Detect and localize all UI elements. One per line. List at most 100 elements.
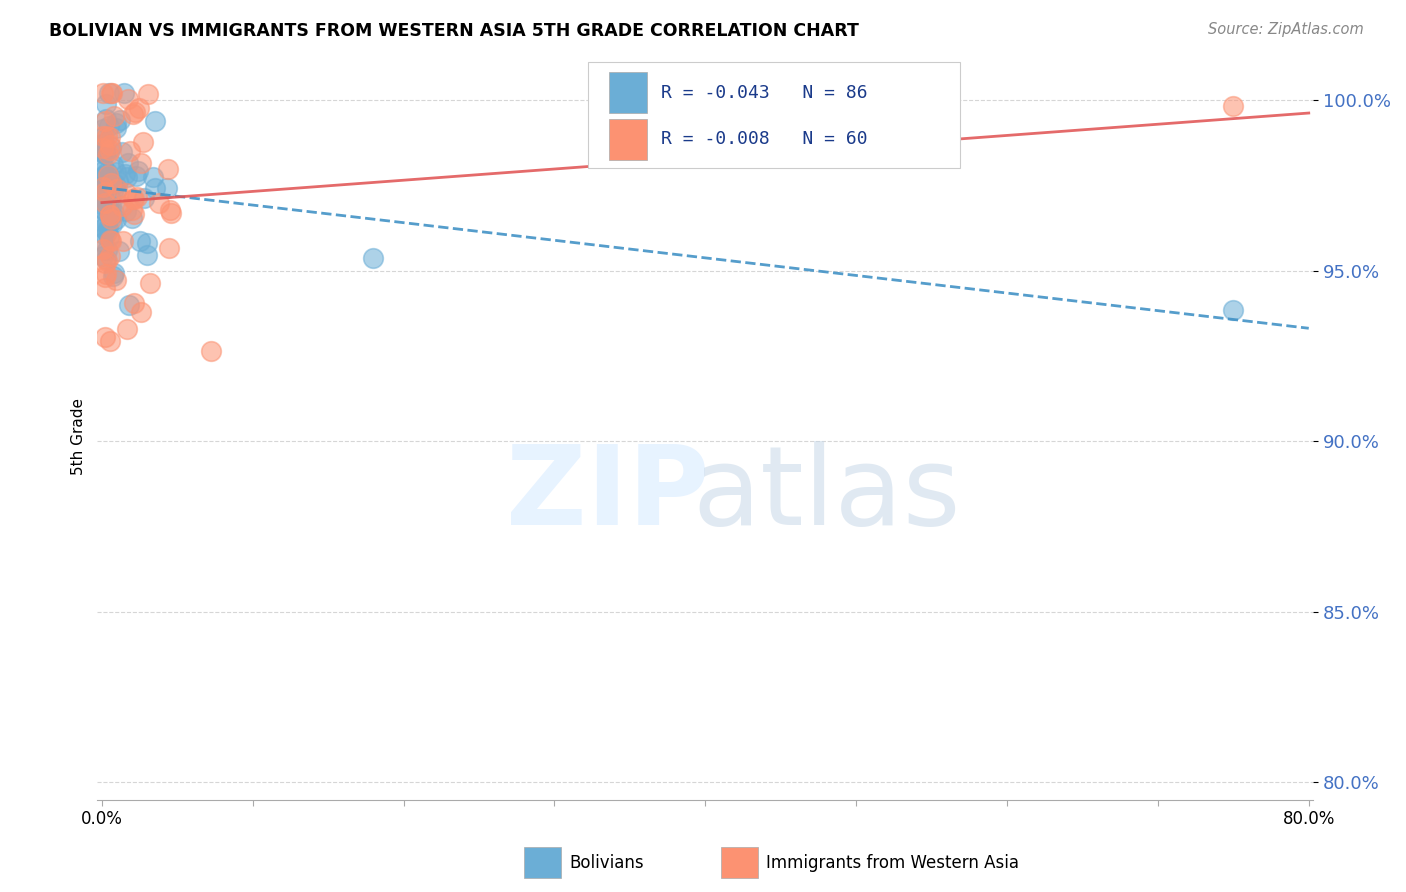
Point bbox=[94, 330, 117, 344]
Point bbox=[94, 145, 117, 159]
Point bbox=[96, 169, 118, 184]
Point bbox=[103, 266, 125, 280]
Point bbox=[135, 248, 157, 262]
Point bbox=[96, 254, 118, 268]
Point bbox=[94, 281, 117, 295]
Point bbox=[93, 113, 115, 128]
Point bbox=[122, 107, 145, 121]
Point bbox=[117, 92, 139, 106]
Point bbox=[101, 217, 124, 231]
Point bbox=[93, 137, 115, 152]
Point bbox=[104, 183, 127, 197]
Point bbox=[103, 206, 125, 220]
Point bbox=[105, 115, 128, 129]
Point bbox=[96, 225, 118, 239]
Y-axis label: 5th Grade: 5th Grade bbox=[72, 398, 86, 475]
Point bbox=[93, 194, 115, 209]
Point bbox=[93, 160, 115, 174]
Point bbox=[93, 185, 115, 199]
Point bbox=[143, 114, 166, 128]
Point bbox=[96, 129, 118, 144]
Point bbox=[100, 190, 122, 204]
Point bbox=[93, 164, 115, 178]
Point bbox=[93, 176, 115, 190]
Point bbox=[93, 129, 115, 144]
Point bbox=[98, 119, 121, 133]
Point bbox=[94, 196, 117, 211]
Text: R = -0.008   N = 60: R = -0.008 N = 60 bbox=[661, 130, 868, 148]
Point bbox=[148, 196, 170, 211]
Point bbox=[93, 184, 115, 198]
Point bbox=[94, 267, 117, 281]
Point bbox=[93, 128, 115, 143]
Point bbox=[156, 162, 179, 177]
Point bbox=[93, 136, 115, 150]
Point bbox=[103, 109, 125, 123]
Text: atlas: atlas bbox=[693, 441, 962, 548]
Point bbox=[98, 144, 121, 158]
Point bbox=[97, 221, 120, 235]
Point bbox=[93, 249, 115, 263]
Point bbox=[112, 87, 135, 101]
Point bbox=[100, 234, 122, 248]
Point bbox=[134, 191, 156, 205]
Point bbox=[200, 344, 222, 359]
Point bbox=[97, 87, 120, 101]
Point bbox=[118, 298, 141, 312]
Point bbox=[100, 87, 122, 101]
Point bbox=[136, 235, 159, 250]
Point bbox=[104, 120, 127, 135]
Point bbox=[96, 217, 118, 231]
Point bbox=[122, 295, 145, 310]
Point bbox=[98, 137, 121, 152]
Point bbox=[100, 199, 122, 213]
Point bbox=[118, 144, 141, 158]
Point bbox=[128, 101, 150, 115]
Point bbox=[97, 229, 120, 244]
Point bbox=[142, 170, 165, 185]
Point bbox=[122, 192, 145, 206]
Point bbox=[108, 244, 131, 258]
Point bbox=[93, 195, 115, 210]
Point bbox=[136, 87, 159, 101]
Point bbox=[94, 147, 117, 161]
Point bbox=[93, 269, 115, 284]
Point bbox=[104, 273, 127, 287]
Point bbox=[98, 130, 121, 145]
Point bbox=[143, 180, 166, 194]
Point bbox=[104, 177, 127, 191]
Point bbox=[94, 112, 117, 126]
Point bbox=[114, 167, 136, 181]
Point bbox=[98, 249, 121, 263]
Point bbox=[96, 97, 118, 112]
Point bbox=[121, 203, 143, 218]
Point bbox=[363, 251, 385, 265]
Point bbox=[115, 186, 138, 201]
Point bbox=[124, 105, 146, 120]
Point bbox=[1222, 99, 1244, 113]
Point bbox=[157, 241, 180, 255]
Point bbox=[93, 242, 115, 256]
Text: Bolivians: Bolivians bbox=[569, 854, 644, 871]
Point bbox=[93, 182, 115, 196]
Point bbox=[125, 169, 148, 183]
Text: R = -0.043   N = 86: R = -0.043 N = 86 bbox=[661, 84, 868, 102]
Point bbox=[100, 211, 122, 226]
Point bbox=[93, 169, 115, 183]
Point bbox=[93, 203, 115, 218]
Point bbox=[138, 277, 160, 291]
Point bbox=[105, 182, 128, 196]
Point bbox=[122, 207, 145, 221]
Point bbox=[107, 173, 129, 187]
Text: Source: ZipAtlas.com: Source: ZipAtlas.com bbox=[1208, 22, 1364, 37]
Point bbox=[104, 212, 127, 227]
Point bbox=[94, 252, 117, 266]
Text: ZIP: ZIP bbox=[506, 441, 710, 548]
Point bbox=[96, 165, 118, 179]
Point bbox=[97, 202, 120, 217]
Point bbox=[93, 187, 115, 202]
Point bbox=[93, 235, 115, 249]
Point bbox=[127, 190, 149, 204]
Point bbox=[96, 177, 118, 191]
Point bbox=[93, 141, 115, 155]
